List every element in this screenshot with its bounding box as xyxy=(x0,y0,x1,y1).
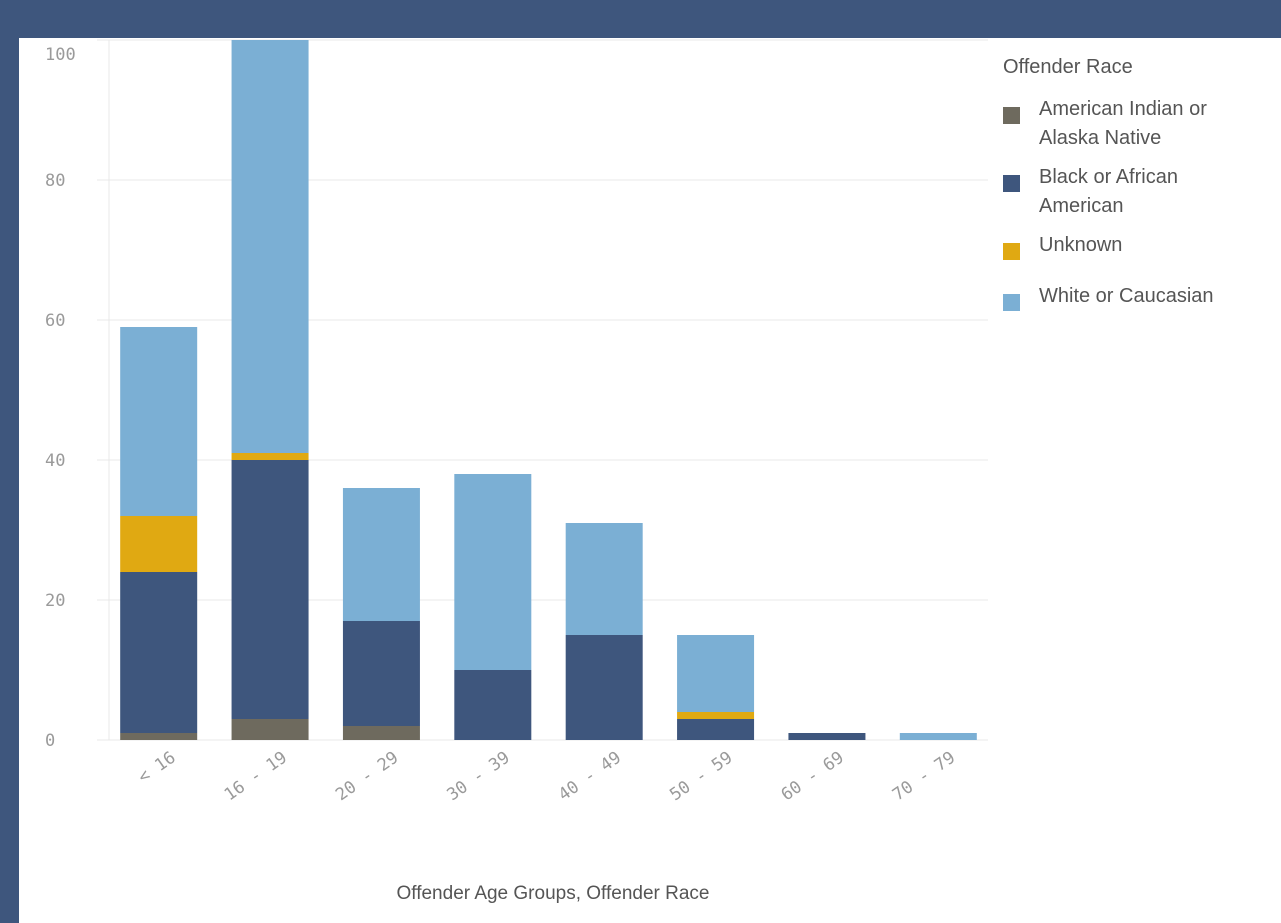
bars xyxy=(120,40,977,740)
y-axis: 0 20 40 60 80 100 xyxy=(45,40,110,751)
x-tick-label: 50 - 59 xyxy=(666,748,736,805)
bar-segment[interactable] xyxy=(565,523,643,635)
legend: Offender Race American Indian or Alaska … xyxy=(1003,56,1273,321)
bar-segment[interactable] xyxy=(454,670,532,740)
legend-label: White or Caucasian xyxy=(1039,285,1214,307)
bar-segment[interactable] xyxy=(231,453,309,460)
legend-label: Black or African American xyxy=(1039,166,1178,217)
legend-swatch xyxy=(1003,294,1020,311)
legend-label: Unknown xyxy=(1039,234,1123,256)
y-tick-label: 80 xyxy=(45,171,65,191)
y-tick-label: 0 xyxy=(45,731,55,751)
grid-lines xyxy=(97,39,988,741)
x-tick-label: 70 - 79 xyxy=(889,748,959,805)
y-tick-label: 100 xyxy=(45,45,76,65)
bar-segment[interactable] xyxy=(899,733,977,740)
y-tick-label: 40 xyxy=(45,451,65,471)
y-tick-label: 60 xyxy=(45,311,65,331)
bar-segment[interactable] xyxy=(677,719,755,740)
legend-item-white[interactable]: White or Caucasian xyxy=(1003,282,1273,311)
bar-segment[interactable] xyxy=(231,460,309,719)
bar-segment[interactable] xyxy=(677,635,755,712)
bar-segment[interactable] xyxy=(677,712,755,719)
x-tick-label: < 16 xyxy=(135,748,180,788)
legend-label: American Indian or Alaska Native xyxy=(1039,98,1207,149)
top-header-bar xyxy=(0,0,1281,38)
bar-segment[interactable] xyxy=(120,516,198,572)
legend-item-american-indian[interactable]: American Indian or Alaska Native xyxy=(1003,95,1273,153)
bar-segment[interactable] xyxy=(342,621,420,726)
x-axis: < 16 16 - 19 20 - 29 30 - 39 40 - 49 50 - 59 6… xyxy=(135,748,960,805)
bar-segment[interactable] xyxy=(788,733,866,740)
left-side-bar xyxy=(0,0,19,923)
x-tick-label: 40 - 49 xyxy=(555,748,625,805)
y-tick-label: 20 xyxy=(45,591,65,611)
legend-swatch xyxy=(1003,107,1020,124)
bar-segment[interactable] xyxy=(565,635,643,740)
bar-segment[interactable] xyxy=(231,719,309,740)
chart-panel-margin xyxy=(19,38,29,923)
legend-item-unknown[interactable]: Unknown xyxy=(1003,231,1273,260)
bar-segment[interactable] xyxy=(120,572,198,733)
bar-segment[interactable] xyxy=(342,488,420,621)
legend-swatch xyxy=(1003,243,1020,260)
x-tick-label: 16 - 19 xyxy=(221,748,291,805)
bar-segment[interactable] xyxy=(120,733,198,740)
legend-item-black[interactable]: Black or African American xyxy=(1003,163,1273,221)
bar-segment[interactable] xyxy=(120,327,198,516)
legend-title: Offender Race xyxy=(1003,56,1133,78)
x-axis-title: Offender Age Groups, Offender Race xyxy=(397,883,710,904)
bar-segment[interactable] xyxy=(231,40,309,453)
x-tick-label: 60 - 69 xyxy=(778,748,848,805)
bar-segment[interactable] xyxy=(454,474,532,670)
legend-swatch xyxy=(1003,175,1020,192)
bar-segment[interactable] xyxy=(342,726,420,740)
x-tick-label: 20 - 29 xyxy=(332,748,402,805)
x-tick-label: 30 - 39 xyxy=(444,748,514,805)
